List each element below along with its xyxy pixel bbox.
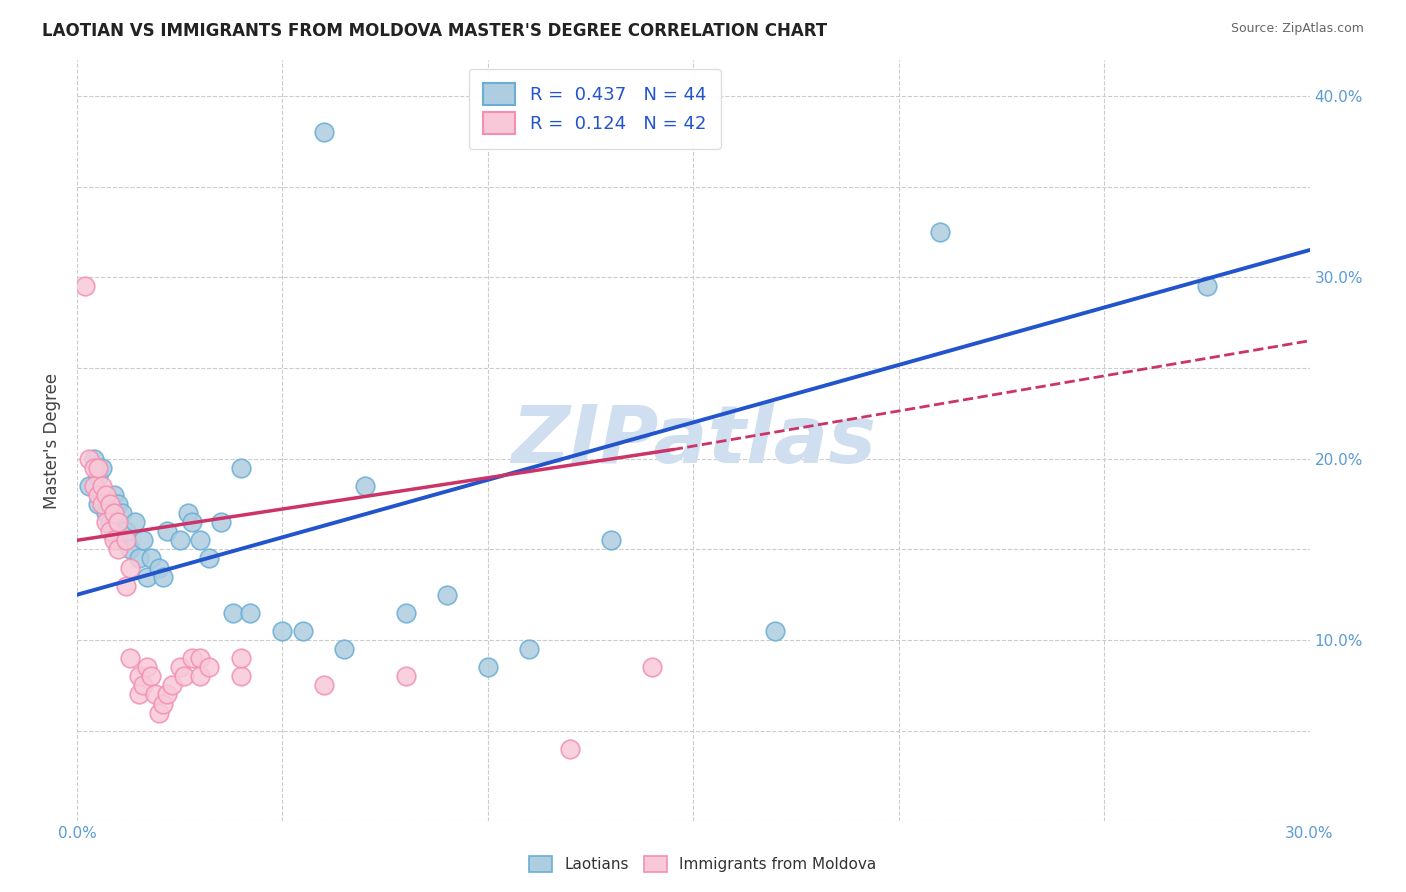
Point: [132, 678, 155, 692]
Point: [173, 669, 195, 683]
Point: [115, 533, 138, 548]
Point: [271, 624, 294, 638]
Point: [79, 479, 101, 493]
Point: [600, 533, 623, 548]
Point: [79, 451, 101, 466]
Point: [239, 606, 262, 620]
Point: [94, 515, 117, 529]
Text: LAOTIAN VS IMMIGRANTS FROM MOLDOVA MASTER'S DEGREE CORRELATION CHART: LAOTIAN VS IMMIGRANTS FROM MOLDOVA MASTE…: [42, 22, 827, 40]
Point: [231, 669, 253, 683]
Point: [136, 660, 159, 674]
Point: [94, 488, 117, 502]
Point: [312, 125, 335, 139]
Point: [641, 660, 664, 674]
Point: [156, 524, 179, 539]
Point: [395, 669, 418, 683]
Point: [152, 697, 174, 711]
Point: [169, 660, 191, 674]
Point: [139, 669, 162, 683]
Y-axis label: Master's Degree: Master's Degree: [44, 373, 60, 508]
Point: [103, 488, 125, 502]
Point: [169, 533, 191, 548]
Point: [765, 624, 787, 638]
Point: [143, 688, 166, 702]
Point: [86, 460, 108, 475]
Point: [90, 479, 112, 493]
Point: [107, 542, 129, 557]
Point: [156, 688, 179, 702]
Point: [90, 497, 112, 511]
Point: [1195, 279, 1218, 293]
Point: [103, 506, 125, 520]
Point: [128, 669, 150, 683]
Point: [107, 533, 129, 548]
Point: [98, 497, 121, 511]
Point: [231, 460, 253, 475]
Point: [111, 506, 134, 520]
Point: [353, 479, 375, 493]
Point: [209, 515, 232, 529]
Point: [292, 624, 315, 638]
Point: [107, 515, 129, 529]
Point: [86, 470, 108, 484]
Point: [395, 606, 418, 620]
Point: [120, 542, 142, 557]
Point: [181, 651, 204, 665]
Point: [115, 524, 138, 539]
Point: [312, 678, 335, 692]
Point: [75, 279, 97, 293]
Point: [148, 560, 170, 574]
Point: [188, 651, 211, 665]
Point: [139, 551, 162, 566]
Point: [103, 533, 125, 548]
Point: [115, 579, 138, 593]
Point: [148, 706, 170, 720]
Point: [558, 742, 581, 756]
Point: [188, 669, 211, 683]
Point: [477, 660, 499, 674]
Point: [181, 515, 204, 529]
Point: [94, 506, 117, 520]
Point: [160, 678, 183, 692]
Point: [120, 560, 142, 574]
Point: [103, 524, 125, 539]
Point: [98, 524, 121, 539]
Point: [197, 660, 219, 674]
Point: [231, 651, 253, 665]
Point: [86, 488, 108, 502]
Point: [83, 460, 105, 475]
Text: ZIPatlas: ZIPatlas: [510, 401, 876, 480]
Point: [120, 651, 142, 665]
Point: [128, 688, 150, 702]
Point: [188, 533, 211, 548]
Point: [98, 515, 121, 529]
Point: [128, 551, 150, 566]
Point: [222, 606, 245, 620]
Point: [124, 515, 146, 529]
Point: [83, 451, 105, 466]
Legend: R =  0.437   N = 44, R =  0.124   N = 42: R = 0.437 N = 44, R = 0.124 N = 42: [468, 69, 721, 149]
Point: [928, 225, 950, 239]
Point: [436, 588, 458, 602]
Point: [333, 642, 356, 657]
Point: [90, 460, 112, 475]
Point: [517, 642, 540, 657]
Point: [132, 533, 155, 548]
Point: [136, 569, 159, 583]
Text: Source: ZipAtlas.com: Source: ZipAtlas.com: [1230, 22, 1364, 36]
Point: [86, 497, 108, 511]
Point: [177, 506, 200, 520]
Legend: Laotians, Immigrants from Moldova: Laotians, Immigrants from Moldova: [522, 848, 884, 880]
Point: [197, 551, 219, 566]
Point: [107, 497, 129, 511]
Point: [152, 569, 174, 583]
Point: [83, 479, 105, 493]
